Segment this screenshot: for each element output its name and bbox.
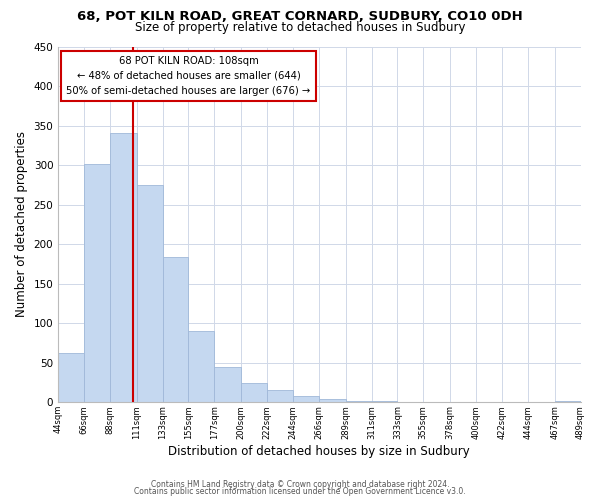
Bar <box>214 366 241 402</box>
Bar <box>110 132 137 402</box>
Bar <box>319 399 346 402</box>
Bar <box>188 331 214 402</box>
Bar <box>267 390 293 402</box>
Text: 68, POT KILN ROAD, GREAT CORNARD, SUDBURY, CO10 0DH: 68, POT KILN ROAD, GREAT CORNARD, SUDBUR… <box>77 10 523 23</box>
Bar <box>241 383 267 402</box>
Y-axis label: Number of detached properties: Number of detached properties <box>15 132 28 318</box>
Text: 68 POT KILN ROAD: 108sqm
← 48% of detached houses are smaller (644)
50% of semi-: 68 POT KILN ROAD: 108sqm ← 48% of detach… <box>67 56 311 96</box>
Text: Contains public sector information licensed under the Open Government Licence v3: Contains public sector information licen… <box>134 488 466 496</box>
Bar <box>163 256 188 402</box>
Text: Size of property relative to detached houses in Sudbury: Size of property relative to detached ho… <box>135 21 465 34</box>
Text: Contains HM Land Registry data © Crown copyright and database right 2024.: Contains HM Land Registry data © Crown c… <box>151 480 449 489</box>
Bar <box>58 353 84 402</box>
Bar <box>554 400 581 402</box>
Bar <box>293 396 319 402</box>
Bar <box>84 164 110 402</box>
Bar <box>346 400 371 402</box>
X-axis label: Distribution of detached houses by size in Sudbury: Distribution of detached houses by size … <box>169 444 470 458</box>
Bar <box>137 185 163 402</box>
